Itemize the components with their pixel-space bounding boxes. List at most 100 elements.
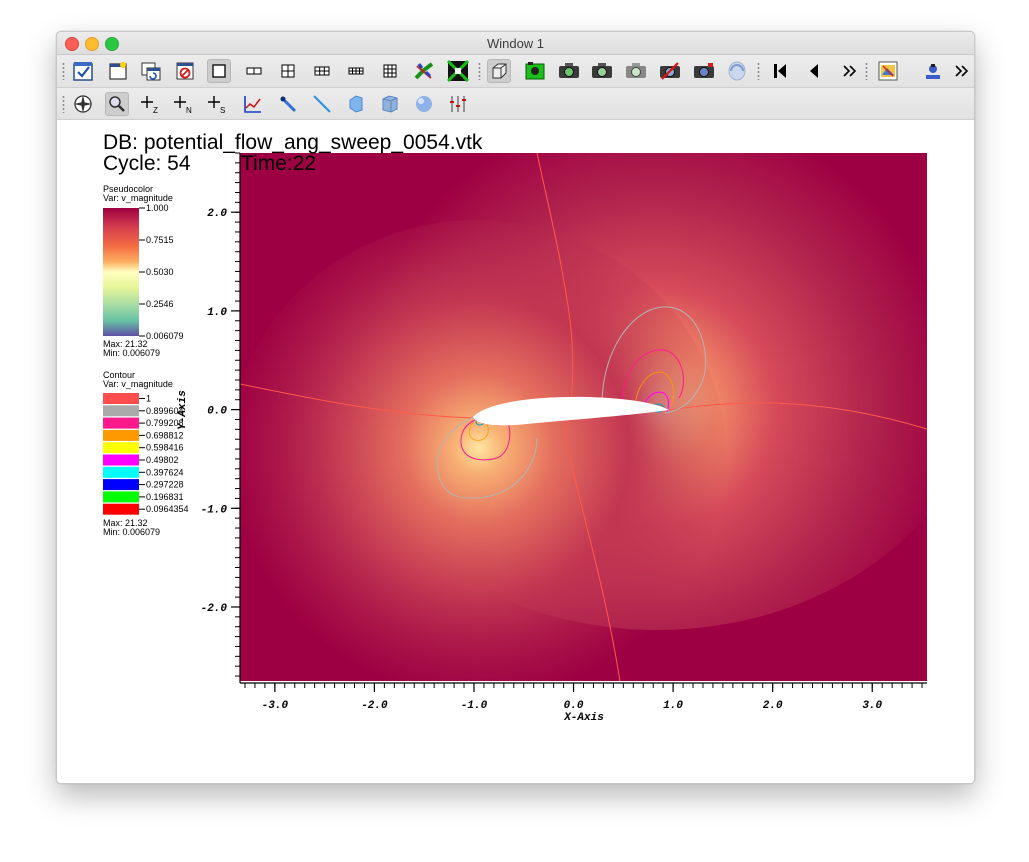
point-tool-button[interactable] — [276, 92, 300, 116]
visualization-viewport[interactable]: -2.0 -1.0 0.0 1.0 2.0 Y-Axis -3.0 -2.0 -1.0 0.0… — [57, 120, 974, 783]
pseudocolor-legend-max: Max: 21.32 — [103, 339, 148, 349]
contour-level-label: 0.799208 — [146, 418, 184, 428]
more-tools-button-2[interactable] — [950, 59, 974, 83]
contour-level-0.799208-lower — [460, 419, 511, 461]
layout-2x3-button[interactable] — [310, 59, 334, 83]
layout-1x2-icon — [246, 67, 262, 75]
x-tick-label: -1.0 — [461, 700, 488, 712]
toolbar-grip[interactable] — [478, 62, 481, 80]
zone-pick-label: Z — [153, 106, 158, 114]
y-axis-minor-ticks — [235, 152, 240, 677]
more-tools-button[interactable] — [838, 59, 862, 83]
line-tool-button[interactable] — [310, 92, 334, 116]
contour-level-label: 0.297228 — [146, 480, 184, 490]
engine-button[interactable] — [921, 59, 945, 83]
box-tool-button[interactable] — [378, 92, 402, 116]
layout-1x1-icon — [212, 64, 226, 78]
y-axis-major-ticks: -2.0 -1.0 0.0 1.0 2.0 — [201, 208, 240, 615]
y-axis: -2.0 -1.0 0.0 1.0 2.0 Y-Axis — [177, 152, 241, 683]
layout-2x2-button[interactable] — [276, 59, 300, 83]
contour-level-label: 0.49802 — [146, 455, 179, 465]
toolbar-grip[interactable] — [62, 62, 65, 80]
contour-level-0.899604 — [601, 306, 707, 414]
sphere-tool-button[interactable] — [412, 92, 436, 116]
navigate-compass-icon — [74, 95, 92, 113]
contour-legend-swatches: 1 0.899604 0.799208 0.698812 0.598416 0.49802… — [103, 393, 189, 515]
contour-level-swatch — [103, 417, 139, 429]
contour-legend-var: Var: v_magnitude — [103, 379, 173, 389]
x-tick-label: -2.0 — [361, 700, 388, 712]
plane-tool-icon — [349, 95, 363, 113]
plane-tool-button[interactable] — [344, 92, 368, 116]
airfoil-shape[interactable] — [473, 396, 669, 426]
contour-level-swatch — [103, 442, 139, 454]
3d-view-icon — [492, 63, 507, 79]
navigate-mode-button[interactable] — [71, 92, 95, 116]
camera-button-3[interactable] — [624, 59, 648, 83]
pseudocolor-legend-var: Var: v_magnitude — [103, 193, 173, 203]
lock-time-button[interactable] — [446, 59, 470, 83]
camera-button[interactable] — [557, 59, 581, 83]
camera-button-4[interactable] — [692, 59, 716, 83]
high-velocity-region-lower — [240, 220, 727, 681]
cycle-annotation: Cycle: 54 — [103, 152, 191, 175]
contour-level-swatch — [103, 454, 139, 466]
contour-level-swatch — [103, 405, 139, 417]
colorbar-tick-label: 0.5030 — [146, 267, 174, 277]
toolbar-grip[interactable] — [62, 95, 65, 113]
clear-plots-button[interactable] — [71, 59, 95, 83]
camera-button-2[interactable] — [590, 59, 614, 83]
zoom-mode-button[interactable] — [105, 92, 129, 116]
title-bar[interactable]: Window 1 — [57, 32, 974, 55]
invert-background-icon — [878, 61, 898, 81]
layout-2x4-button[interactable] — [344, 59, 368, 83]
node-pick-button[interactable]: N — [172, 92, 196, 116]
3d-view-button[interactable] — [487, 59, 511, 83]
close-window-button[interactable] — [65, 37, 79, 51]
delete-window-button[interactable] — [173, 59, 197, 83]
layout-1x2-button[interactable] — [242, 59, 266, 83]
x-tick-label: -3.0 — [262, 700, 289, 712]
more-icon-2 — [955, 65, 969, 77]
zoom-icon — [109, 96, 125, 112]
x-axis: -3.0 -2.0 -1.0 0.0 1.0 2.0 3.0 X-Axis — [240, 682, 927, 724]
interaction-toolbar: Z N S — [57, 88, 974, 120]
lock-view-button[interactable] — [412, 59, 436, 83]
clone-window-button[interactable] — [139, 59, 163, 83]
contour-legend-max: Max: 21.32 — [103, 518, 148, 528]
camera-icon — [559, 63, 579, 78]
curve-tool-button[interactable] — [241, 92, 265, 116]
toolbar-grip[interactable] — [865, 62, 868, 80]
first-frame-icon — [774, 64, 786, 78]
axis-restriction-button[interactable] — [446, 92, 470, 116]
spin-button[interactable] — [725, 59, 749, 83]
x-tick-label: 2.0 — [763, 700, 783, 712]
green-camera-button[interactable] — [523, 59, 547, 83]
contour-level-0.698812 — [634, 371, 675, 411]
layout-2x4-icon — [348, 67, 364, 75]
minimize-window-button[interactable] — [85, 37, 99, 51]
camera-delete-button[interactable] — [658, 59, 682, 83]
contour-level-label: 0.0964354 — [146, 504, 189, 514]
new-window-button[interactable] — [106, 59, 130, 83]
spreadsheet-pick-button[interactable]: S — [206, 92, 230, 116]
window-title: Window 1 — [486, 36, 545, 51]
previous-frame-button[interactable] — [802, 59, 826, 83]
invert-background-button[interactable] — [876, 59, 900, 83]
node-pick-label: N — [186, 106, 192, 114]
toolbar-grip[interactable] — [757, 62, 760, 80]
y-tick-label: 1.0 — [207, 307, 227, 319]
contour-level-swatch — [103, 429, 139, 441]
spreadsheet-pick-label: S — [220, 106, 225, 114]
zone-pick-button[interactable]: Z — [139, 92, 163, 116]
box-tool-icon — [382, 95, 398, 113]
plot-canvas[interactable]: -2.0 -1.0 0.0 1.0 2.0 Y-Axis -3.0 -2.0 -1.0 0.0… — [57, 120, 974, 783]
layout-3x3-button[interactable] — [378, 59, 402, 83]
first-frame-button[interactable] — [768, 59, 792, 83]
maximize-window-button[interactable] — [105, 37, 119, 51]
green-camera-icon — [525, 62, 545, 80]
y-tick-label: 2.0 — [207, 208, 227, 220]
layout-1x1-button[interactable] — [207, 59, 231, 83]
y-tick-label: 0.0 — [207, 406, 227, 418]
colorbar-tick-label: 0.2546 — [146, 299, 174, 309]
